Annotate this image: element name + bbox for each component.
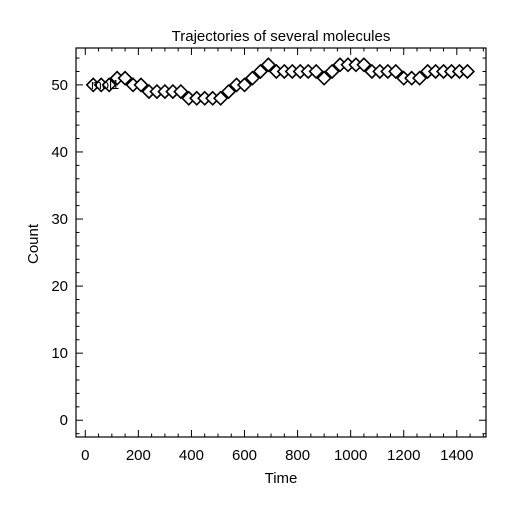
data-point bbox=[412, 70, 428, 86]
data-point bbox=[260, 57, 277, 73]
x-tick-label: 200 bbox=[126, 447, 151, 464]
y-tick-label: 20 bbox=[51, 278, 68, 295]
data-point bbox=[220, 83, 237, 100]
axis-tick-labels: 0 200 400 600 800 1000 1200 1400 0 10 20 30 40 50 bbox=[51, 77, 473, 464]
plot-area bbox=[75, 47, 487, 438]
x-tick-label: 1200 bbox=[387, 447, 420, 464]
point-annotation: mol1 bbox=[91, 77, 119, 92]
data-point bbox=[356, 57, 372, 73]
x-tick-label: 800 bbox=[285, 447, 310, 464]
chart-title: Trajectories of several molecules bbox=[172, 28, 391, 45]
data-point bbox=[212, 90, 229, 106]
axis-ticks bbox=[76, 48, 486, 437]
y-tick-label: 0 bbox=[60, 412, 68, 429]
data-point bbox=[308, 63, 324, 80]
data-point bbox=[117, 70, 133, 86]
y-tick-label: 50 bbox=[51, 77, 68, 94]
data-point bbox=[244, 70, 261, 86]
y-tick-label: 30 bbox=[51, 211, 68, 228]
data-point bbox=[236, 77, 253, 93]
data-point bbox=[173, 83, 189, 100]
y-tick-label: 10 bbox=[51, 345, 68, 362]
data-point bbox=[252, 63, 269, 80]
data-point bbox=[324, 63, 340, 80]
x-tick-label: 1400 bbox=[440, 447, 473, 464]
data-point bbox=[388, 63, 404, 80]
x-tick-label: 600 bbox=[232, 447, 257, 464]
x-axis-label: Time bbox=[265, 470, 298, 487]
x-tick-label: 400 bbox=[179, 447, 204, 464]
x-tick-label: 1000 bbox=[334, 447, 367, 464]
data-points bbox=[85, 57, 476, 106]
x-tick-label: 0 bbox=[81, 447, 89, 464]
y-axis-label: Count bbox=[25, 223, 42, 264]
y-tick-label: 40 bbox=[51, 144, 68, 161]
data-point bbox=[101, 77, 117, 93]
data-point bbox=[459, 63, 476, 80]
data-point bbox=[316, 70, 332, 86]
data-point bbox=[133, 77, 149, 93]
